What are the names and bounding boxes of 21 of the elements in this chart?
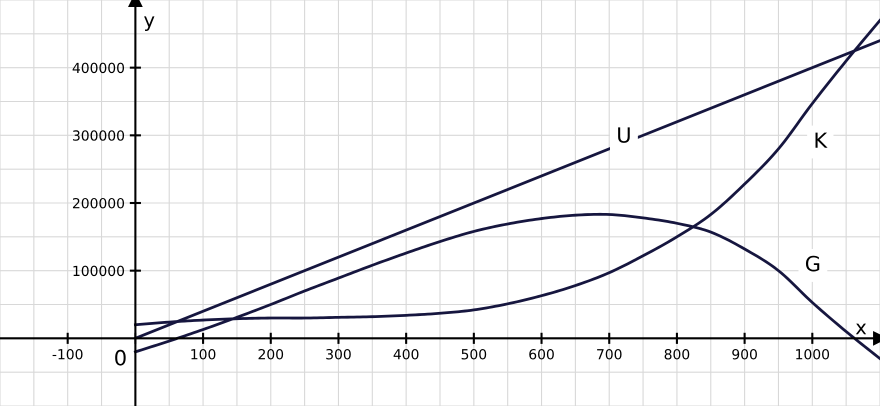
y-tick-label: 400000 — [72, 62, 124, 74]
y-tick-label: 100000 — [73, 266, 124, 276]
series-label: K — [816, 132, 828, 148]
annotation: 0 — [115, 350, 126, 366]
series-label: U — [618, 127, 630, 143]
x-axis-title: x — [856, 324, 866, 334]
series-label: G — [806, 256, 820, 272]
x-tick-label: 1000 — [796, 348, 830, 360]
x-tick-label: 100 — [191, 348, 216, 360]
y-axis-title: y — [144, 16, 154, 31]
x-tick-label: 600 — [529, 348, 554, 360]
x-tick-label: -100 — [52, 348, 83, 360]
x-tick-label: 700 — [597, 348, 622, 360]
y-tick-label: 300000 — [73, 130, 124, 141]
x-tick-label: 800 — [664, 348, 690, 360]
x-tick-label: 200 — [258, 348, 284, 360]
x-tick-label: 900 — [732, 348, 757, 360]
x-tick-label: 400 — [394, 348, 418, 360]
x-tick-label: 500 — [462, 348, 486, 360]
y-tick-label: 200000 — [72, 198, 124, 208]
x-tick-label: 300 — [326, 348, 351, 360]
